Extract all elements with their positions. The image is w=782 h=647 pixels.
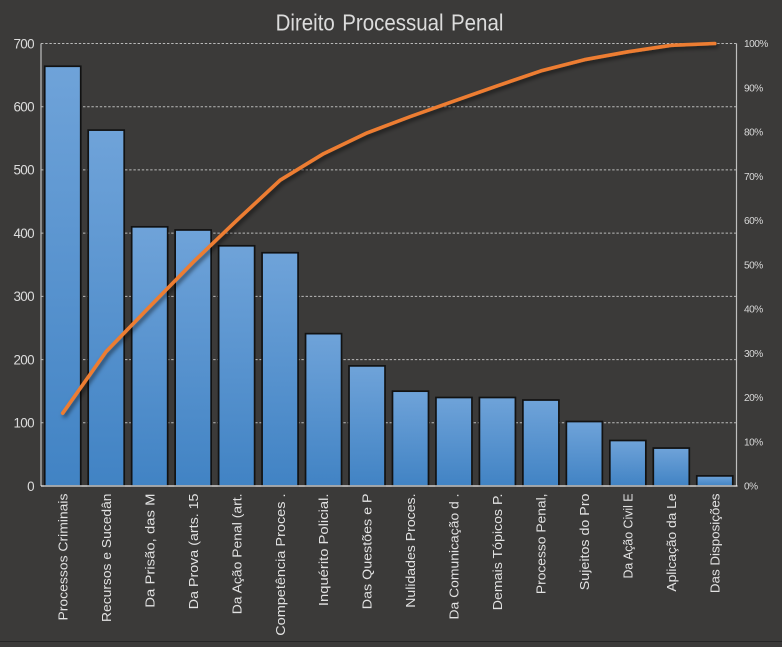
svg-text:500: 500 [13,163,34,178]
svg-text:80%: 80% [744,128,763,139]
svg-text:Demais Tópicos P.: Demais Tópicos P. [490,494,505,611]
svg-text:0%: 0% [744,482,758,493]
svg-text:10%: 10% [744,437,763,448]
svg-text:Da Ação Civil E: Da Ação Civil E [620,493,635,578]
svg-text:90%: 90% [744,83,763,94]
svg-text:Inquérito Policial.: Inquérito Policial. [316,493,331,606]
svg-text:Da Ação Penal (art.: Da Ação Penal (art. [229,494,244,615]
svg-text:Sujeitos do Pro: Sujeitos do Pro [577,494,592,591]
svg-text:300: 300 [13,289,34,304]
svg-text:60%: 60% [744,216,763,227]
svg-text:30%: 30% [744,349,763,360]
svg-text:600: 600 [13,100,34,115]
svg-text:Das Disposições: Das Disposições [707,493,722,593]
svg-text:Direito Processual Penal: Direito Processual Penal [276,10,504,36]
svg-text:100: 100 [13,416,34,431]
svg-text:40%: 40% [744,305,763,316]
svg-text:200: 200 [13,352,34,367]
svg-text:Competência Proces .: Competência Proces . [273,494,288,636]
svg-text:Da Comunicação d .: Da Comunicação d . [447,494,462,620]
svg-text:Nulidades Proces.: Nulidades Proces. [403,493,418,607]
svg-text:Processos Criminais: Processos Criminais [55,493,70,621]
svg-text:50%: 50% [744,260,763,271]
svg-text:Da Prisão, das M: Da Prisão, das M [142,494,157,608]
svg-text:100%: 100% [744,39,768,50]
svg-text:20%: 20% [744,393,763,404]
svg-text:400: 400 [13,226,34,241]
svg-text:700: 700 [13,36,34,51]
svg-text:Das Questões e P: Das Questões e P [360,494,375,610]
svg-text:Aplicação da Le: Aplicação da Le [664,493,679,591]
svg-text:0: 0 [27,479,34,494]
svg-text:Recursos e Sucedân: Recursos e Sucedân [99,494,114,623]
svg-text:Processo Penal,: Processo Penal, [534,493,549,594]
svg-text:70%: 70% [744,172,763,183]
svg-text:Da Prova (arts. 15: Da Prova (arts. 15 [186,494,201,610]
